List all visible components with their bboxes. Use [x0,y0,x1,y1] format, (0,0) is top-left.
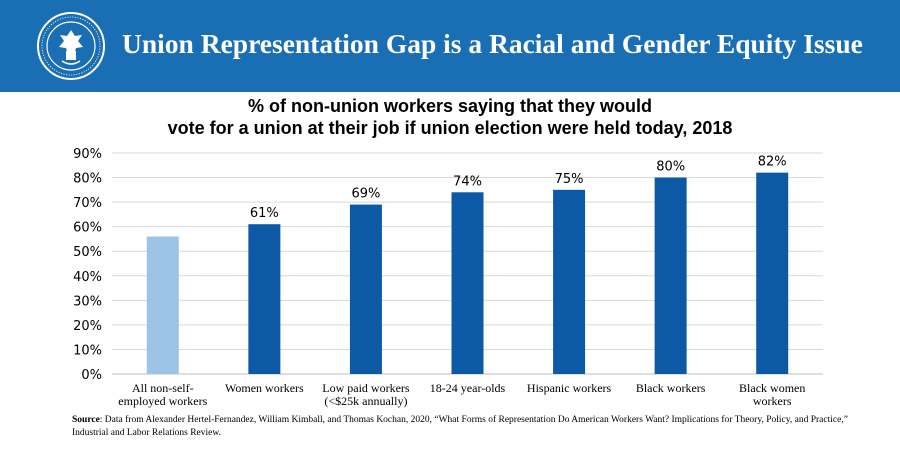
data-label: 75% [555,172,584,187]
x-tick-label: Black workers [636,381,706,395]
y-tick-label: 10% [73,343,102,358]
chart-title: % of non-union workers saying that they … [0,95,900,139]
x-tick-label-line: All non-self- [132,381,194,395]
y-tick-label: 20% [73,319,102,334]
x-tick-label-line: 18-24 year-olds [430,381,506,395]
data-label: 61% [250,206,279,221]
source-text: : Data from Alexander Hertel-Fernandez, … [72,415,848,438]
x-tick-label-line: Black workers [636,381,706,395]
x-tick-label: Low paid workers (<$25k annually) [322,381,410,408]
y-tick-label: 80% [73,172,102,187]
x-tick-label-line: Black women [739,381,805,395]
y-tick-label: 30% [73,294,102,309]
department-of-labor-seal-icon [37,12,105,80]
bar [146,236,179,374]
x-tick-label-line: Low paid workers [322,381,410,395]
x-tick-label: Women workers [225,381,304,395]
y-tick-label: 50% [73,245,102,260]
x-tick-label: Hispanic workers [527,381,612,395]
bar [248,224,281,374]
bar [451,192,484,374]
x-tick-label: Black women workers [739,381,805,408]
source-note: Source: Data from Alexander Hertel-Ferna… [72,414,872,440]
y-tick-label: 90% [73,147,102,162]
chart-title-line-1: % of non-union workers saying that they … [247,96,652,116]
header-banner: Union Representation Gap is a Racial and… [0,0,900,92]
x-tick-label-line: workers [753,394,792,408]
y-tick-label: 0% [81,368,102,383]
x-tick-label-line: employed workers [118,394,207,408]
data-label: 74% [453,174,482,189]
x-tick-label: All non-self-employed workers [118,381,207,408]
banner-title: Union Representation Gap is a Racial and… [122,28,863,59]
y-tick-label: 40% [73,270,102,285]
bar [553,189,586,374]
chart-title-line-2: vote for a union at their job if union e… [167,118,733,138]
bar [756,172,789,374]
data-label: 80% [656,160,685,175]
source-label: Source [72,415,100,425]
bar [349,204,382,374]
y-tick-label: 70% [73,196,102,211]
bar-chart: 0% 10% 20% 30% 40% 50% 60% 70% 80% 90% All non-sel… [73,147,823,408]
data-label: 69% [351,187,380,202]
x-tick-label-line: (<$25k annually) [324,394,407,408]
x-tick-label-line: Women workers [225,381,304,395]
y-tick-label: 60% [73,221,102,236]
data-label: 82% [758,155,787,170]
x-tick-label-line: Hispanic workers [527,381,612,395]
bar [654,177,687,374]
x-tick-label: 18-24 year-olds [430,381,506,395]
